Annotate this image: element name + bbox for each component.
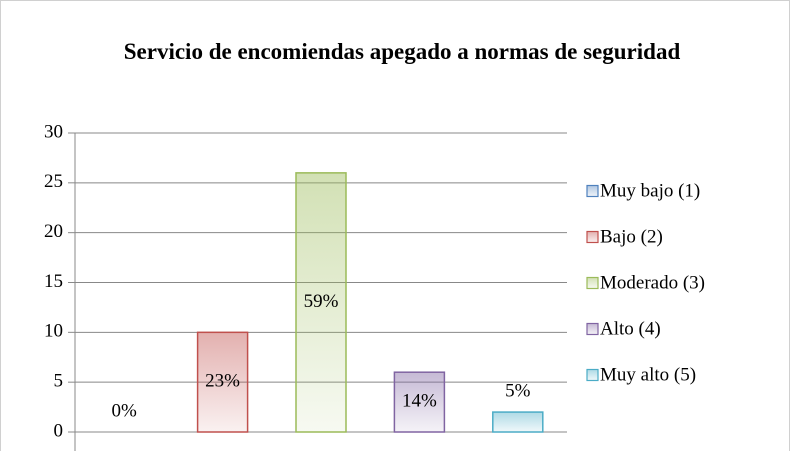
legend-marker — [586, 322, 599, 336]
bar — [393, 371, 446, 433]
bar — [492, 411, 544, 433]
data-label: 5% — [505, 380, 531, 401]
data-label: 23% — [205, 371, 240, 392]
legend-label: Alto (4) — [600, 318, 661, 339]
y-tick-label: 5 — [54, 371, 64, 392]
y-tick-label: 25 — [44, 171, 63, 192]
data-label: 14% — [402, 390, 437, 411]
y-tick-label: 0 — [54, 420, 64, 441]
legend-marker — [586, 368, 599, 382]
legend-marker — [586, 276, 599, 290]
legend-marker — [586, 184, 599, 198]
bar — [196, 331, 249, 433]
legend-label: Muy alto (5) — [600, 364, 696, 385]
legend-marker — [586, 230, 599, 244]
legend-label: Moderado (3) — [600, 272, 705, 293]
y-tick-label: 30 — [44, 121, 63, 142]
y-tick-label: 10 — [44, 321, 63, 342]
data-label: 59% — [304, 291, 339, 312]
bar — [295, 172, 347, 433]
chart-title: Servicio de encomiendas apegado a normas… — [123, 39, 681, 64]
data-label: 0% — [112, 400, 138, 421]
legend-label: Muy bajo (1) — [600, 180, 700, 201]
legend-label: Bajo (2) — [600, 226, 663, 247]
y-tick-label: 20 — [44, 221, 63, 242]
y-tick-label: 15 — [44, 271, 63, 292]
